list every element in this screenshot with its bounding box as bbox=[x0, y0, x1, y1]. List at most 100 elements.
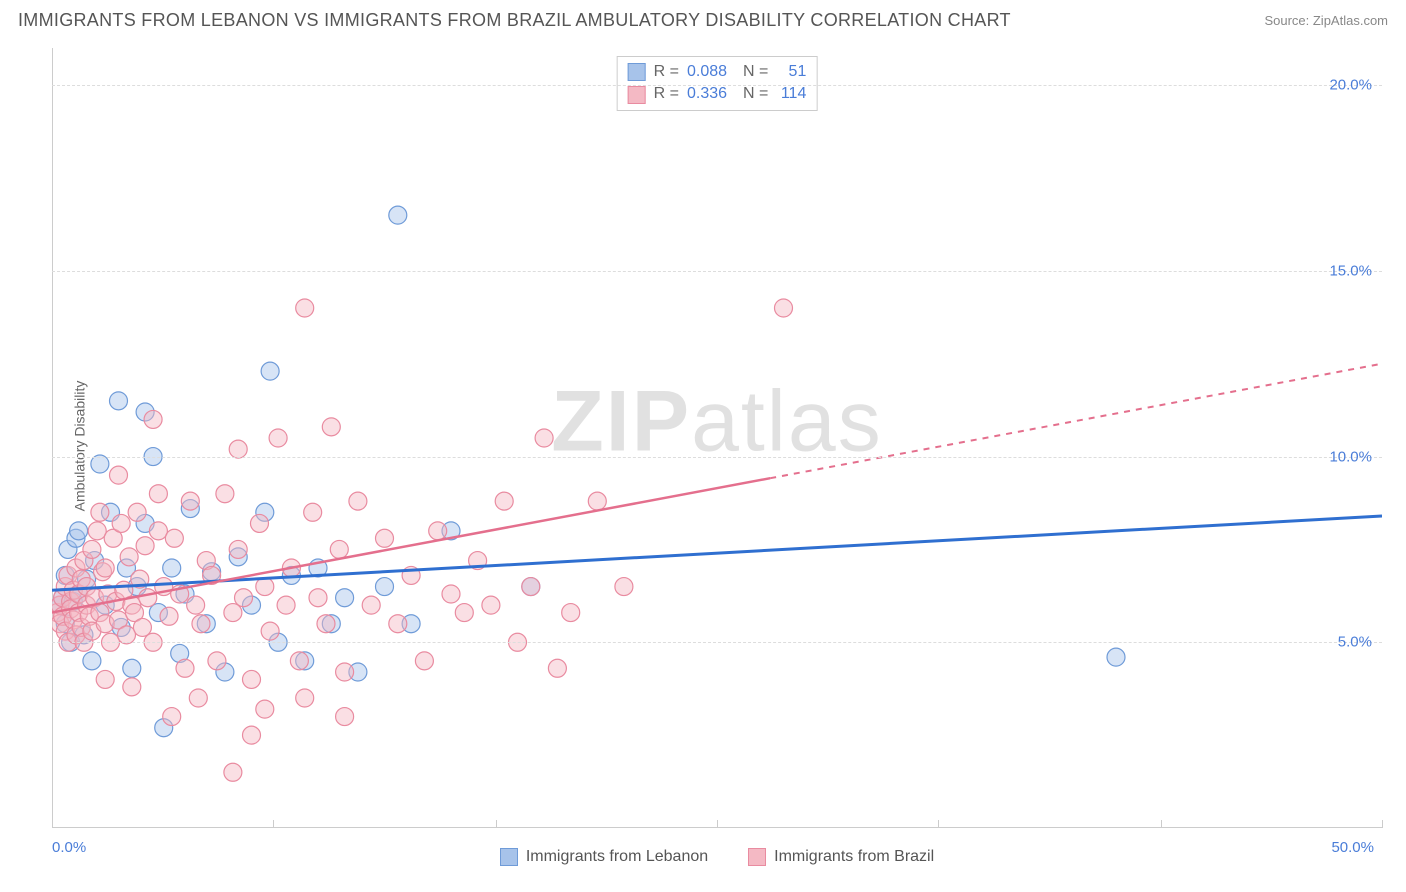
r-value-lebanon: 0.088 bbox=[687, 61, 735, 83]
swatch-lebanon bbox=[628, 63, 646, 81]
scatter-point bbox=[187, 596, 205, 614]
scatter-point bbox=[88, 522, 106, 540]
legend-item-lebanon: Immigrants from Lebanon bbox=[500, 848, 708, 866]
scatter-point bbox=[775, 299, 793, 317]
scatter-point bbox=[548, 659, 566, 677]
scatter-point bbox=[112, 514, 130, 532]
legend-label-lebanon: Immigrants from Lebanon bbox=[526, 848, 708, 866]
n-label: N = bbox=[743, 83, 768, 105]
x-max-label: 50.0% bbox=[1331, 839, 1374, 856]
scatter-svg bbox=[52, 48, 1382, 828]
y-tick-label: 20.0% bbox=[1329, 77, 1372, 94]
stats-row-brazil: R = 0.336 N = 114 bbox=[628, 83, 807, 105]
gridline bbox=[52, 642, 1382, 643]
scatter-point bbox=[176, 659, 194, 677]
scatter-point bbox=[144, 410, 162, 428]
y-tick-label: 10.0% bbox=[1329, 448, 1372, 465]
scatter-point bbox=[535, 429, 553, 447]
x-min-label: 0.0% bbox=[52, 839, 86, 856]
bottom-legend: Immigrants from Lebanon Immigrants from … bbox=[52, 848, 1382, 866]
scatter-point bbox=[91, 503, 109, 521]
x-tick bbox=[52, 820, 53, 828]
x-tick bbox=[938, 820, 939, 828]
scatter-point bbox=[261, 622, 279, 640]
scatter-point bbox=[495, 492, 513, 510]
swatch-brazil bbox=[628, 86, 646, 104]
x-tick bbox=[1382, 820, 1383, 828]
scatter-point bbox=[415, 652, 433, 670]
scatter-point bbox=[110, 466, 128, 484]
x-tick bbox=[717, 820, 718, 828]
scatter-point bbox=[139, 589, 157, 607]
scatter-point bbox=[336, 663, 354, 681]
scatter-point bbox=[336, 589, 354, 607]
x-tick bbox=[273, 820, 274, 828]
scatter-point bbox=[389, 206, 407, 224]
scatter-point bbox=[224, 763, 242, 781]
scatter-point bbox=[229, 440, 247, 458]
scatter-point bbox=[330, 540, 348, 558]
legend-item-brazil: Immigrants from Brazil bbox=[748, 848, 934, 866]
scatter-point bbox=[309, 589, 327, 607]
scatter-point bbox=[165, 529, 183, 547]
scatter-point bbox=[349, 492, 367, 510]
scatter-point bbox=[235, 589, 253, 607]
scatter-point bbox=[429, 522, 447, 540]
scatter-point bbox=[317, 615, 335, 633]
scatter-point bbox=[123, 678, 141, 696]
scatter-point bbox=[482, 596, 500, 614]
scatter-point bbox=[1107, 648, 1125, 666]
gridline bbox=[52, 271, 1382, 272]
legend-label-brazil: Immigrants from Brazil bbox=[774, 848, 934, 866]
scatter-point bbox=[296, 299, 314, 317]
scatter-point bbox=[189, 689, 207, 707]
scatter-point bbox=[123, 659, 141, 677]
gridline bbox=[52, 85, 1382, 86]
scatter-point bbox=[163, 708, 181, 726]
scatter-point bbox=[277, 596, 295, 614]
scatter-point bbox=[120, 548, 138, 566]
scatter-point bbox=[376, 578, 394, 596]
scatter-point bbox=[376, 529, 394, 547]
scatter-point bbox=[229, 540, 247, 558]
gridline bbox=[52, 457, 1382, 458]
scatter-point bbox=[290, 652, 308, 670]
scatter-point bbox=[588, 492, 606, 510]
scatter-point bbox=[163, 559, 181, 577]
scatter-point bbox=[296, 689, 314, 707]
scatter-point bbox=[96, 670, 114, 688]
scatter-point bbox=[256, 578, 274, 596]
scatter-point bbox=[322, 418, 340, 436]
r-label: R = bbox=[654, 61, 679, 83]
scatter-point bbox=[91, 455, 109, 473]
scatter-point bbox=[136, 537, 154, 555]
scatter-point bbox=[615, 578, 633, 596]
scatter-point bbox=[128, 503, 146, 521]
scatter-point bbox=[522, 578, 540, 596]
plot-area: ZIPatlas R = 0.088 N = 51 R = 0.336 N = … bbox=[52, 48, 1382, 828]
scatter-point bbox=[304, 503, 322, 521]
scatter-point bbox=[243, 670, 261, 688]
legend-swatch-brazil bbox=[748, 848, 766, 866]
scatter-point bbox=[336, 708, 354, 726]
scatter-point bbox=[442, 585, 460, 603]
scatter-point bbox=[269, 429, 287, 447]
header: IMMIGRANTS FROM LEBANON VS IMMIGRANTS FR… bbox=[0, 0, 1406, 37]
legend-swatch-lebanon bbox=[500, 848, 518, 866]
scatter-point bbox=[192, 615, 210, 633]
r-label: R = bbox=[654, 83, 679, 105]
scatter-point bbox=[110, 392, 128, 410]
scatter-point bbox=[83, 652, 101, 670]
scatter-point bbox=[83, 540, 101, 558]
scatter-point bbox=[261, 362, 279, 380]
scatter-point bbox=[455, 604, 473, 622]
n-value-brazil: 114 bbox=[776, 83, 806, 105]
scatter-point bbox=[216, 485, 234, 503]
scatter-point bbox=[243, 726, 261, 744]
scatter-point bbox=[562, 604, 580, 622]
n-label: N = bbox=[743, 61, 768, 83]
scatter-point bbox=[256, 700, 274, 718]
y-tick-label: 15.0% bbox=[1329, 262, 1372, 279]
source-attribution: Source: ZipAtlas.com bbox=[1264, 13, 1388, 28]
scatter-point bbox=[149, 522, 167, 540]
